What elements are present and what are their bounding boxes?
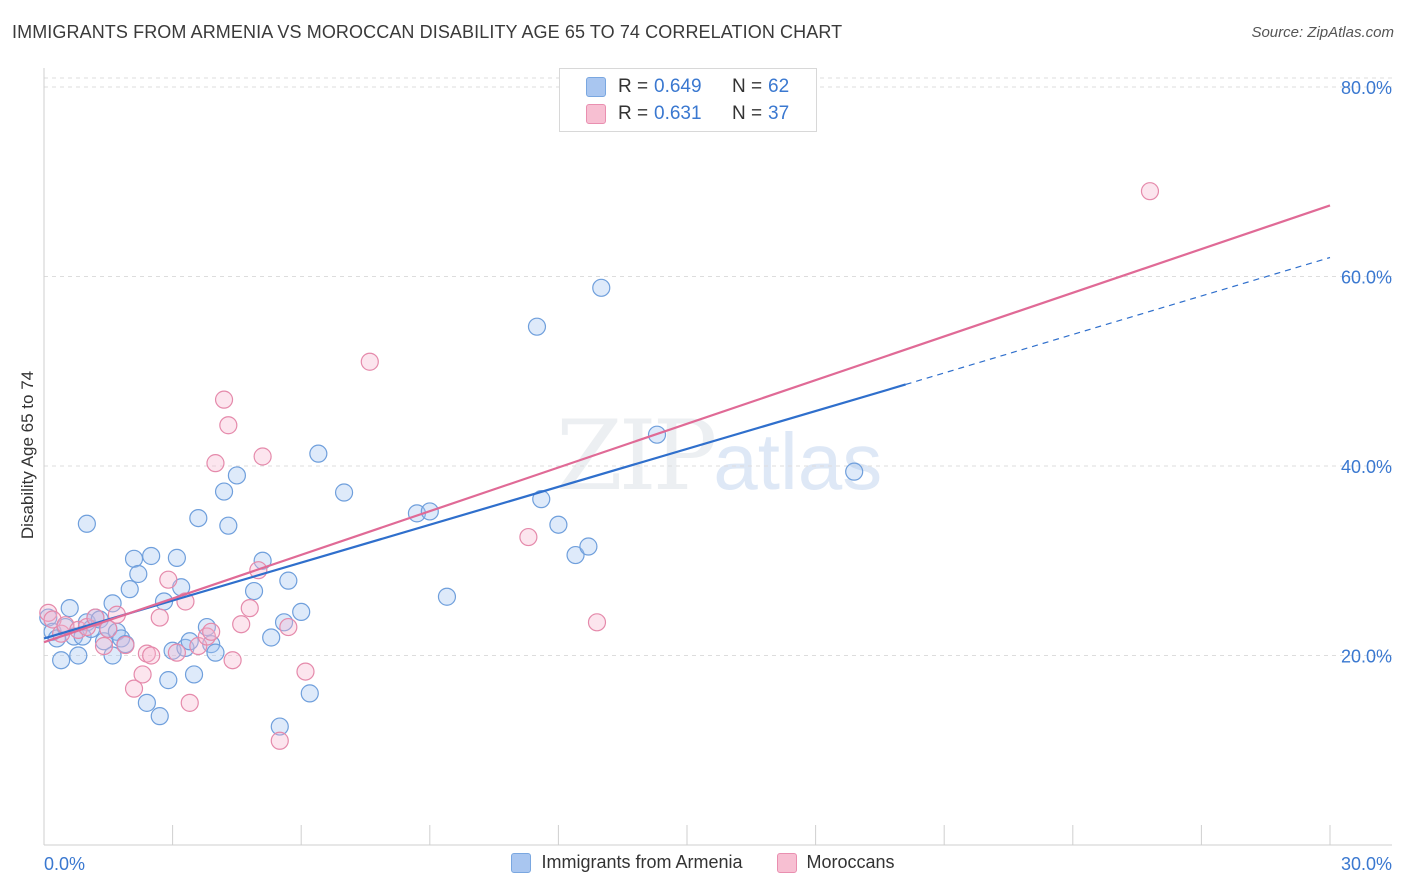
armenia-point (184, 665, 204, 684)
moroccan-trend-line (43, 204, 1331, 644)
moroccan-point (206, 454, 225, 473)
armenia-point (292, 602, 311, 622)
x-tick-label: 0.0% (44, 854, 85, 874)
armenia-point (579, 537, 598, 556)
armenia-point (227, 466, 246, 485)
armenia-point (527, 317, 547, 336)
moroccan-point (94, 636, 114, 656)
moroccan-point (587, 613, 607, 632)
watermark-zip: ZIP (556, 400, 717, 512)
moroccan-point (296, 662, 315, 681)
moroccan-point (240, 599, 259, 618)
armenia-point (300, 684, 319, 703)
series-swatch-armenia (511, 852, 532, 873)
legend-r-label: R = (618, 103, 649, 124)
armenia-point (189, 508, 208, 528)
armenia-point (214, 482, 234, 501)
armenia-point (180, 632, 199, 651)
moroccan-point (142, 646, 161, 665)
armenia-point (124, 549, 144, 568)
armenia-point (137, 693, 156, 712)
armenia-point (120, 580, 139, 599)
legend-r-value: 0.631 (654, 103, 702, 124)
armenia-point (253, 551, 272, 570)
legend-row-armenia: R = 0.649 N = 62 (586, 75, 789, 99)
series-label-armenia: Immigrants from Armenia (541, 852, 743, 872)
moroccan-point (270, 731, 289, 750)
armenia-point (206, 643, 225, 662)
armenia-point (244, 581, 264, 601)
armenia-point (549, 515, 568, 534)
armenia-point (77, 514, 96, 533)
legend-r-label: R = (618, 76, 649, 97)
legend-swatch-moroccans (586, 104, 606, 124)
series-swatch-moroccans (776, 852, 797, 873)
x-tick-label: 30.0% (1341, 854, 1392, 874)
series-legend-moroccans[interactable]: Moroccans (776, 852, 895, 873)
moroccan-point (159, 570, 178, 589)
armenia-point (103, 594, 122, 613)
moroccan-point (223, 651, 242, 670)
armenia-point (150, 707, 169, 726)
moroccan-point (279, 617, 298, 637)
armenia-point (60, 599, 79, 618)
moroccan-point (1140, 182, 1160, 201)
moroccan-point (124, 679, 144, 698)
moroccan-point (219, 416, 238, 435)
chart-title: IMMIGRANTS FROM ARMENIA VS MOROCCAN DISA… (12, 22, 843, 42)
armenia-point (219, 516, 238, 535)
armenia-point (142, 546, 161, 566)
chart-source: Source: ZipAtlas.com (1251, 24, 1394, 41)
legend-n-label: N = (732, 76, 763, 97)
stats-legend: R = 0.649 N = 62 R = 0.631 N = 37 (559, 68, 817, 132)
armenia-point (159, 671, 178, 690)
armenia-trend-line (43, 383, 906, 640)
armenia-point (309, 444, 328, 463)
series-legend-armenia[interactable]: Immigrants from Armenia (511, 852, 743, 873)
moroccan-point (150, 608, 169, 627)
moroccan-point (202, 622, 221, 641)
moroccan-point (133, 665, 152, 684)
legend-n-label: N = (732, 103, 763, 124)
y-tick-label: 20.0% (1341, 646, 1392, 666)
armenia-point (334, 483, 354, 502)
moroccan-point (180, 693, 199, 712)
legend-n-value: 62 (768, 76, 790, 97)
armenia-point (566, 545, 585, 565)
moroccan-point (253, 447, 272, 466)
legend-row-moroccans: R = 0.631 N = 37 (586, 102, 789, 126)
armenia-point (262, 628, 281, 647)
armenia-point (129, 564, 148, 584)
armenia-point (437, 587, 457, 606)
moroccan-point (116, 635, 135, 655)
armenia-point (52, 651, 71, 670)
armenia-point (592, 278, 611, 297)
moroccan-point (360, 352, 379, 371)
armenia-point (167, 548, 186, 567)
armenia-point (845, 462, 864, 481)
y-tick-label: 40.0% (1341, 457, 1392, 477)
armenia-point (279, 571, 298, 590)
legend-r-value: 0.649 (654, 76, 702, 97)
moroccan-point (214, 390, 234, 409)
armenia-point (532, 490, 551, 509)
moroccan-point (232, 615, 251, 634)
armenia-point (270, 717, 289, 736)
y-axis-label: Disability Age 65 to 74 (18, 370, 37, 540)
legend-n-value: 37 (768, 103, 790, 124)
series-legend: Immigrants from Armenia Moroccans (0, 852, 1406, 873)
moroccan-point (167, 643, 186, 662)
armenia-point (69, 646, 88, 665)
y-tick-label: 80.0% (1341, 78, 1392, 98)
armenia-trend-extension (905, 256, 1331, 386)
series-label-moroccans: Moroccans (806, 852, 895, 872)
moroccan-point (519, 527, 538, 547)
legend-swatch-armenia (586, 77, 606, 97)
y-tick-label: 60.0% (1341, 267, 1392, 287)
